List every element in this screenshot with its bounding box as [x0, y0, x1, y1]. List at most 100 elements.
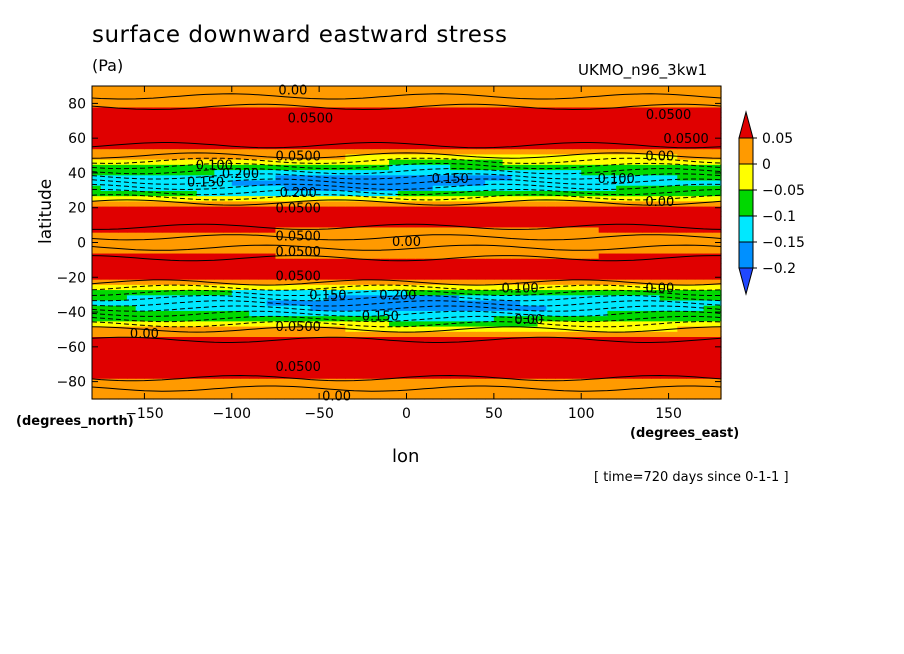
- field-cell: [135, 273, 146, 280]
- field-cell: [415, 226, 425, 233]
- field-cell: [694, 388, 705, 395]
- field-cell: [703, 362, 713, 369]
- field-cell: [223, 86, 233, 92]
- field-cell: [188, 331, 198, 337]
- field-cell: [275, 185, 285, 191]
- field-cell: [336, 122, 346, 129]
- field-cell: [345, 169, 355, 176]
- field-cell: [485, 247, 495, 254]
- field-cell: [336, 232, 346, 238]
- field-cell: [188, 325, 198, 332]
- field-cell: [432, 86, 443, 92]
- field-cell: [319, 101, 329, 108]
- field-cell: [144, 294, 154, 301]
- field-cell: [100, 237, 111, 244]
- field-cell: [450, 279, 460, 285]
- field-cell: [161, 383, 172, 390]
- field-cell: [223, 148, 233, 155]
- field-cell: [389, 388, 399, 395]
- field-cell: [319, 164, 329, 171]
- field-cell: [476, 279, 486, 285]
- field-cell: [380, 112, 390, 118]
- field-cell: [161, 211, 172, 218]
- field-cell: [170, 122, 180, 129]
- field-cell: [161, 232, 172, 238]
- field-cell: [205, 372, 215, 379]
- field-cell: [520, 122, 530, 129]
- field-cell: [441, 169, 451, 176]
- field-cell: [371, 273, 381, 280]
- field-cell: [188, 299, 198, 306]
- field-cell: [415, 205, 425, 212]
- field-cell: [450, 393, 460, 400]
- field-cell: [493, 143, 504, 150]
- field-cell: [275, 169, 285, 176]
- field-cell: [686, 346, 696, 353]
- field-cell: [703, 153, 713, 160]
- field-cell: [144, 331, 154, 337]
- field-cell: [502, 388, 512, 395]
- field-cell: [301, 200, 312, 207]
- field-cell: [458, 138, 469, 144]
- field-cell: [380, 252, 390, 259]
- field-cell: [397, 341, 408, 348]
- field-cell: [327, 211, 338, 218]
- y-tick-label: −80: [56, 375, 86, 391]
- field-cell: [555, 185, 565, 191]
- field-cell: [257, 263, 268, 270]
- field-cell: [563, 101, 574, 108]
- field-cell: [686, 336, 696, 343]
- field-cell: [668, 200, 678, 207]
- field-cell: [231, 179, 242, 186]
- field-cell: [659, 96, 670, 103]
- field-cell: [205, 148, 215, 155]
- field-cell: [266, 127, 277, 134]
- contour-label: 0.0500: [275, 150, 321, 165]
- field-cell: [354, 200, 364, 207]
- field-cell: [703, 341, 713, 348]
- field-cell: [170, 362, 180, 369]
- field-cell: [423, 138, 434, 144]
- field-cell: [423, 132, 434, 139]
- field-cell: [546, 346, 556, 353]
- field-cell: [118, 372, 128, 379]
- field-cell: [607, 122, 617, 129]
- field-cell: [441, 247, 451, 254]
- field-cell: [188, 159, 198, 165]
- field-cell: [397, 263, 408, 270]
- field-cell: [441, 310, 451, 317]
- field-cell: [651, 117, 661, 124]
- field-cell: [467, 346, 477, 353]
- field-cell: [345, 252, 355, 259]
- field-cell: [458, 112, 469, 118]
- field-cell: [100, 117, 111, 124]
- field-cell: [563, 252, 574, 259]
- field-cell: [231, 284, 242, 291]
- field-cell: [686, 247, 696, 254]
- field-cell: [677, 284, 687, 291]
- field-cell: [520, 106, 530, 113]
- field-cell: [450, 112, 460, 118]
- field-cell: [642, 263, 652, 270]
- field-cell: [389, 211, 399, 218]
- field-cell: [432, 216, 443, 223]
- field-cell: [694, 143, 705, 150]
- field-cell: [292, 393, 303, 400]
- contour-line: [91, 178, 722, 185]
- field-cell: [301, 122, 312, 129]
- field-cell: [301, 336, 312, 343]
- field-cell: [406, 96, 416, 103]
- field-cell: [528, 284, 539, 291]
- field-cell: [607, 226, 617, 233]
- field-cell: [92, 211, 102, 218]
- field-cell: [694, 247, 705, 254]
- field-cell: [528, 122, 539, 129]
- field-cell: [284, 112, 294, 118]
- field-cell: [362, 320, 373, 327]
- field-cell: [345, 352, 355, 358]
- field-cell: [327, 226, 338, 233]
- field-cell: [502, 211, 512, 218]
- field-cell: [458, 378, 469, 384]
- field-cell: [502, 96, 512, 103]
- field-cell: [694, 284, 705, 291]
